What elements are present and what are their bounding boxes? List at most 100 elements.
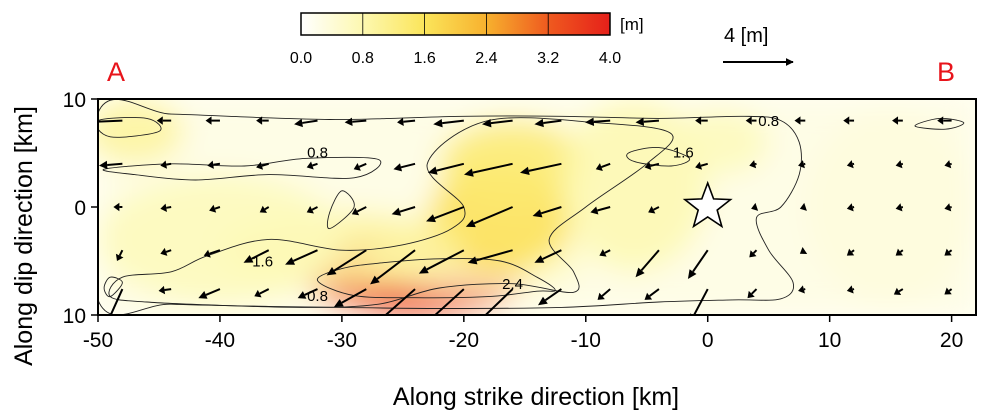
slip-vector (599, 249, 611, 257)
colorbar-ticks: 0.0 0.8 1.6 2.4 3.2 4.0 (290, 13, 621, 67)
slip-vector (749, 249, 758, 258)
slip-vector (532, 206, 562, 218)
contour-line (98, 99, 802, 315)
slip-vector (198, 288, 221, 299)
slip-vector (256, 161, 269, 170)
slip-vector (433, 118, 464, 128)
slip-vector (297, 288, 318, 299)
slip-vector (256, 116, 269, 125)
slip-vector (397, 117, 416, 126)
plot-area: 0.8 2.4 1.6 0.8 1.6 0.8 (97, 98, 977, 316)
slip-vector (344, 117, 367, 126)
slip-vector (393, 162, 416, 172)
x-tick-label: -40 (205, 329, 235, 352)
slip-vector (937, 116, 952, 125)
slip-vector (482, 118, 513, 128)
slip-patch (98, 174, 342, 305)
slip-vector (203, 249, 221, 258)
slip-vector (595, 162, 611, 172)
slip-vector (846, 285, 855, 294)
colorbar-tick-label: 0.8 (352, 50, 374, 67)
slip-vector (584, 117, 611, 126)
slip-vector (648, 205, 660, 214)
slip-vector (798, 160, 806, 169)
slip-vector (306, 205, 318, 214)
x-tick-label: 10 (818, 329, 841, 352)
slip-vector (745, 116, 757, 125)
scale-arrow: 4 [m] (723, 25, 794, 66)
slip-vector (846, 160, 855, 169)
slip-vector (944, 203, 952, 212)
slip-vector (534, 118, 562, 128)
slip-vector (895, 248, 904, 256)
slip-vector (158, 285, 172, 295)
hypocenter-star-icon (682, 180, 733, 229)
slip-vector (644, 161, 660, 171)
slip-vector (351, 206, 367, 216)
y-tick-label: 0 (74, 197, 86, 220)
slip-vector (895, 160, 904, 169)
contour-line (102, 156, 382, 181)
slip-vector (391, 206, 416, 216)
slip-vector (751, 202, 759, 211)
x-tick-label: 0 (702, 329, 714, 352)
contour-label: 0.8 (758, 113, 779, 130)
x-tick-label: -20 (449, 329, 479, 352)
slip-vector (326, 249, 367, 276)
colorbar-tick-label: 2.4 (475, 50, 497, 67)
contour-line (108, 117, 674, 308)
slip-vector (294, 118, 318, 128)
slip-vector (799, 202, 807, 211)
slip-vector (353, 162, 367, 171)
contour-line (103, 276, 123, 298)
slip-vector (597, 288, 611, 300)
slip-vector (160, 247, 172, 256)
x-axis: -50 -40 -30 -20 -10 0 10 20 (83, 315, 963, 352)
contour-line (626, 147, 691, 167)
colorbar-tick-label: 4.0 (599, 50, 621, 67)
slip-vector (306, 161, 318, 170)
slip-vector (794, 116, 806, 125)
slip-vector (113, 202, 123, 212)
slip-vector (519, 162, 562, 175)
colorbar-tick-label: 1.6 (413, 50, 435, 67)
slip-vector (892, 116, 903, 125)
x-tick-label: 20 (940, 329, 963, 352)
slip-vector (537, 288, 562, 306)
contour-line (317, 258, 556, 299)
x-axis-label: Along strike direction [km] (393, 383, 679, 411)
slip-vector (695, 116, 708, 125)
slip-vector (846, 248, 855, 256)
slip-vector (747, 288, 758, 299)
slip-patch (98, 99, 184, 164)
slip-vector (944, 248, 953, 256)
x-tick-label: -50 (83, 329, 113, 352)
slip-vector (893, 287, 904, 295)
contour-label: 0.8 (307, 288, 328, 305)
scale-arrow-label: 4 [m] (724, 25, 768, 47)
y-tick-label: 10 (63, 305, 86, 328)
slip-vector (467, 249, 513, 265)
y-axis-label: Along dip direction [km] (10, 106, 38, 366)
slip-vector (160, 160, 172, 169)
colorbar-tick-label: 3.2 (537, 50, 559, 67)
colorbar-ramp (300, 12, 611, 36)
slip-vector (243, 249, 270, 263)
slip-vectors (98, 116, 953, 315)
y-axis: 10 0 10 (63, 89, 98, 328)
slip-vector (798, 285, 806, 294)
slip-vector (418, 249, 465, 274)
contour-line (914, 117, 965, 130)
slip-vector (384, 288, 416, 315)
slip-vector (846, 203, 855, 212)
contour-label: 1.6 (252, 253, 273, 270)
slip-vector (426, 206, 465, 223)
slip-vector (635, 117, 660, 126)
end-label-right: B (937, 57, 955, 87)
slip-vector (98, 160, 123, 170)
slip-vector (895, 203, 904, 212)
slip-vector (115, 249, 124, 261)
slip-vector (464, 162, 513, 177)
colorbar-unit-label: [m] (620, 15, 644, 34)
